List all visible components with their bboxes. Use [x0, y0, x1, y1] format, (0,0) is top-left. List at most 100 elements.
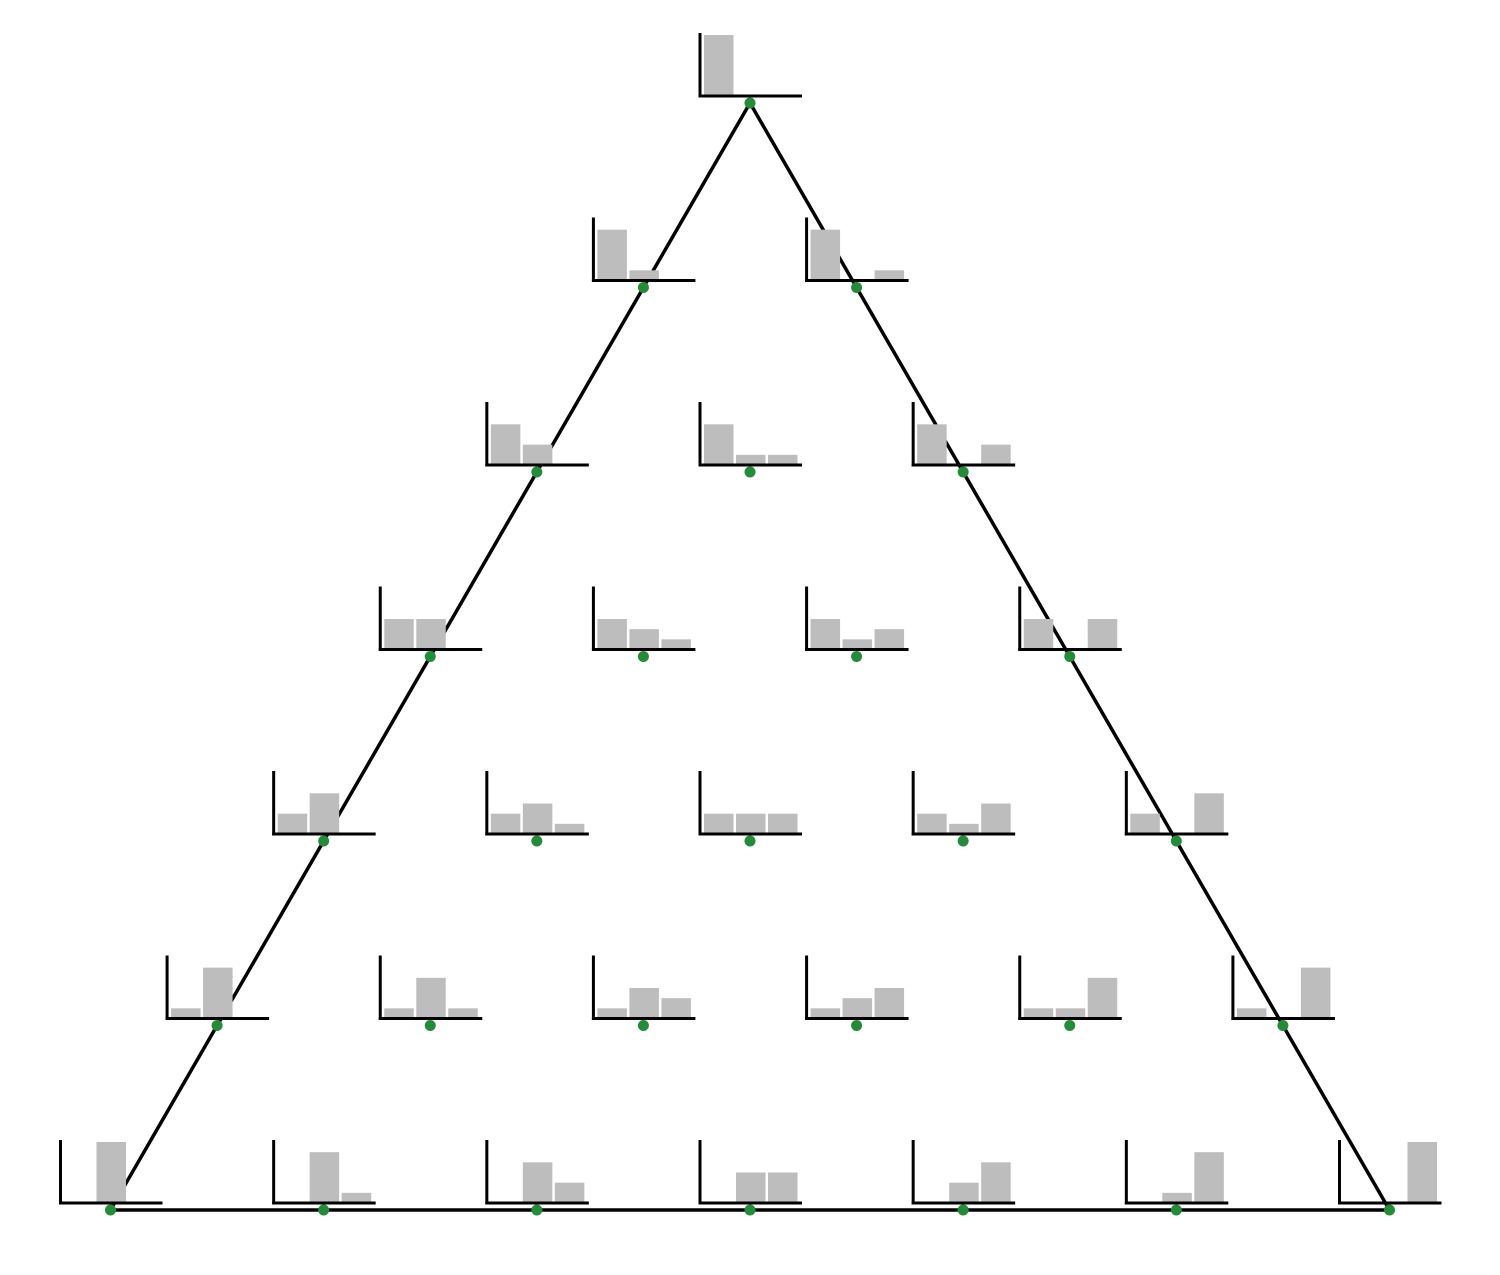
- histogram-bar: [768, 813, 798, 834]
- grid-point: [531, 466, 543, 478]
- histogram-glyph: [165, 955, 270, 1031]
- histogram-bar: [810, 1008, 841, 1019]
- histogram-bar: [554, 1182, 585, 1203]
- histogram-bar: [1023, 619, 1054, 650]
- histogram-bar: [736, 454, 766, 465]
- histogram-bar: [384, 1008, 414, 1019]
- histogram-bar: [1023, 1008, 1054, 1019]
- grid-point: [318, 835, 330, 847]
- histogram-glyph: [591, 586, 696, 662]
- histogram-bar: [981, 1162, 1011, 1203]
- grid-point: [744, 835, 756, 847]
- grid-point: [1277, 1020, 1289, 1031]
- histogram-glyph: [485, 1140, 589, 1216]
- grid-point: [957, 466, 969, 478]
- histogram-glyph: [59, 1140, 163, 1216]
- histogram-glyph: [911, 771, 1016, 847]
- histogram-bar: [874, 270, 905, 281]
- grid-point: [1064, 651, 1076, 662]
- histogram-bar: [277, 813, 308, 834]
- grid-point: [531, 1204, 543, 1216]
- histogram-glyph: [698, 33, 802, 109]
- histogram-bar: [981, 803, 1011, 834]
- histogram-bar: [309, 793, 340, 834]
- grid-point: [531, 835, 543, 847]
- grid-point: [744, 466, 756, 478]
- histogram-bar: [203, 967, 233, 1019]
- histogram-bar: [736, 1172, 766, 1203]
- histogram-bar: [1407, 1142, 1437, 1203]
- histogram-bar: [1194, 1152, 1224, 1203]
- histogram-glyph: [805, 217, 909, 293]
- histogram-bar: [704, 813, 734, 834]
- histogram-bar: [490, 813, 521, 834]
- grid-point: [424, 651, 436, 662]
- histogram-bar: [384, 619, 414, 650]
- grid-point: [851, 1020, 863, 1031]
- histogram-bar: [490, 424, 521, 465]
- grid-point: [211, 1020, 223, 1031]
- histogram-glyph: [1124, 771, 1229, 847]
- histogram-bar: [522, 803, 553, 834]
- histogram-bar: [736, 813, 766, 834]
- histogram-glyph: [378, 955, 483, 1031]
- histogram-glyph: [1338, 1140, 1442, 1216]
- histogram-bar: [1087, 619, 1118, 650]
- histogram-bar: [768, 1172, 798, 1203]
- histogram-bar: [1055, 1008, 1086, 1019]
- histogram-bar: [874, 629, 905, 650]
- simplex-edges: [108, 102, 1392, 1212]
- histogram-bar: [522, 444, 553, 465]
- histogram-bar: [554, 823, 585, 834]
- histogram-bar: [810, 619, 841, 650]
- histogram-glyph: [485, 402, 589, 478]
- histogram-bar: [416, 619, 446, 650]
- histogram-bar: [1194, 793, 1224, 834]
- histogram-bar: [917, 424, 947, 465]
- grid-point: [957, 1204, 969, 1216]
- grid-point: [1170, 1204, 1182, 1216]
- histogram-bar: [629, 629, 659, 650]
- grid-point: [851, 282, 863, 293]
- histogram-bar: [629, 270, 659, 281]
- histogram-glyphs: [59, 33, 1442, 1216]
- histogram-glyph: [698, 771, 802, 847]
- histogram-bar: [661, 998, 691, 1019]
- histogram-bar: [448, 1008, 478, 1019]
- grid-point: [1170, 835, 1182, 847]
- histogram-glyph: [698, 1140, 802, 1216]
- histogram-glyph: [1124, 1140, 1229, 1216]
- histogram-bar: [1130, 813, 1160, 834]
- grid-point: [105, 1204, 116, 1216]
- histogram-bar: [704, 424, 734, 465]
- grid-point: [1064, 1020, 1076, 1031]
- histogram-glyph: [378, 586, 483, 662]
- histogram-glyph: [591, 955, 696, 1031]
- histogram-bar: [842, 639, 873, 650]
- histogram-glyph: [272, 771, 376, 847]
- grid-point: [424, 1020, 436, 1031]
- histogram-glyph: [1018, 955, 1122, 1031]
- histogram-bar: [597, 1008, 627, 1019]
- histogram-bar: [96, 1142, 126, 1203]
- histogram-glyph: [805, 955, 909, 1031]
- grid-point: [318, 1204, 330, 1216]
- grid-point: [851, 651, 863, 662]
- histogram-glyph: [911, 402, 1016, 478]
- histogram-bar: [874, 988, 905, 1019]
- grid-point: [957, 835, 969, 847]
- histogram-bar: [1300, 967, 1331, 1019]
- histogram-bar: [949, 1182, 979, 1203]
- histogram-bar: [704, 35, 734, 96]
- histogram-bar: [629, 988, 659, 1019]
- histogram-glyph: [911, 1140, 1016, 1216]
- histogram-bar: [341, 1192, 372, 1203]
- histogram-glyph: [485, 771, 589, 847]
- histogram-bar: [661, 639, 691, 650]
- grid-point: [744, 1204, 756, 1216]
- histogram-bar: [1236, 1008, 1267, 1019]
- histogram-glyph: [591, 217, 696, 293]
- histogram-bar: [1162, 1192, 1192, 1203]
- histogram-bar: [597, 619, 627, 650]
